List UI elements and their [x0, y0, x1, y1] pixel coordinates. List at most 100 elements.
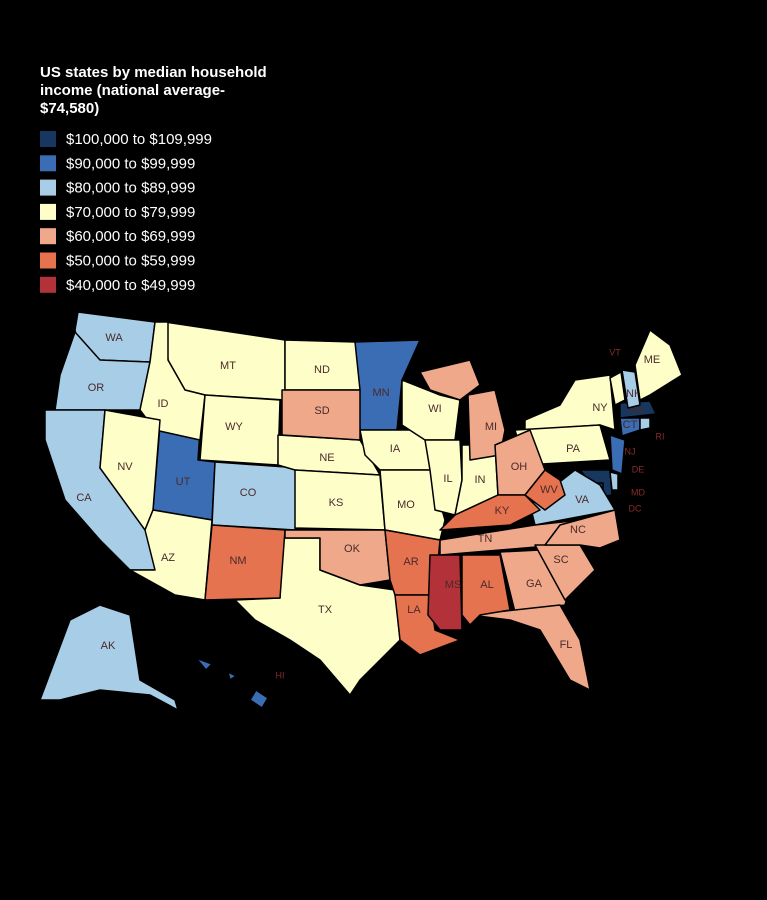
state-label: ID [158, 398, 169, 410]
state-label: TX [318, 604, 333, 616]
state-label: SD [314, 405, 329, 417]
state: NY [524, 374, 616, 431]
legend-label: $70,000 to $79,999 [66, 204, 195, 221]
state-label: PA [566, 443, 581, 455]
state-shape [39, 604, 179, 711]
legend-swatch [40, 131, 56, 147]
state-label: ME [644, 354, 661, 366]
state: ND [284, 339, 361, 391]
state: WV [524, 469, 566, 511]
state-shape [634, 329, 683, 401]
state-shape [529, 469, 616, 526]
state-shape [609, 371, 626, 406]
state-label: CO [240, 487, 257, 499]
state-label: MO [397, 499, 415, 511]
state: RI [639, 417, 665, 441]
state: MI [419, 359, 506, 461]
state-label: MN [372, 387, 389, 399]
legend-label: $90,000 to $99,999 [66, 155, 195, 172]
state-shape [139, 321, 206, 441]
state: VT [609, 347, 626, 406]
state: NC [544, 509, 621, 549]
state: DE [609, 464, 645, 491]
state-label: CT [623, 419, 638, 431]
state-label: FL [560, 639, 573, 651]
state-label: RI [656, 431, 665, 441]
state-label: NE [319, 452, 334, 464]
state-label: AR [403, 556, 418, 568]
legend-label: $50,000 to $59,999 [66, 252, 195, 269]
state-label: NJ [625, 446, 636, 456]
state-label: WY [225, 421, 243, 433]
state-shape [609, 471, 619, 491]
legend-label: $60,000 to $69,999 [66, 228, 195, 245]
legend-swatch [40, 276, 56, 293]
state-shape [227, 671, 237, 681]
state-label: MD [631, 487, 645, 497]
legend-swatch [40, 179, 56, 196]
state-shape [609, 434, 626, 475]
state-label: MT [220, 360, 236, 372]
state-label: AK [101, 640, 116, 652]
state-shape [419, 359, 481, 401]
state-shape [281, 389, 361, 441]
state-label: IN [475, 474, 486, 486]
state-label: MI [485, 421, 497, 433]
state-shape [204, 524, 286, 601]
state-label: VT [609, 347, 621, 357]
state-label: WI [428, 403, 441, 415]
state-label: NV [117, 461, 133, 473]
state-shape [639, 417, 651, 431]
state: OH [494, 429, 546, 496]
state-shape [544, 509, 621, 549]
state-label: IL [443, 473, 452, 485]
state-label: TN [478, 533, 493, 545]
state-label: KY [495, 505, 510, 517]
state: HI [195, 657, 285, 709]
state-label: OR [88, 382, 105, 394]
state: AR [384, 529, 441, 596]
state-label: NY [592, 402, 608, 414]
state-label: OH [511, 461, 528, 473]
state: SD [281, 389, 361, 441]
state-shape [427, 554, 463, 631]
state-label: KS [329, 497, 344, 509]
state-label: ND [314, 364, 330, 376]
state-shape [524, 469, 566, 511]
state-label: HI [276, 670, 285, 680]
state: ID [139, 321, 206, 441]
legend-swatch [40, 203, 56, 220]
state-shape [195, 657, 213, 671]
state: NH [621, 369, 642, 409]
state-label: VA [575, 494, 590, 506]
state: WY [199, 394, 281, 466]
legend-label: $100,000 to $109,999 [66, 131, 212, 148]
state-label: NM [229, 555, 246, 567]
state-label: NC [570, 524, 586, 536]
legend-swatch [40, 155, 56, 172]
map-title: US states by median household income (na… [40, 64, 267, 117]
state: ME [634, 329, 683, 401]
state: AL [461, 554, 511, 626]
state-label: AL [480, 579, 493, 591]
state-label: SC [553, 554, 568, 566]
state: VA [529, 469, 616, 526]
state: CT [619, 417, 641, 437]
state-label: CA [76, 492, 92, 504]
state: NM [204, 524, 286, 601]
legend-swatch [40, 252, 56, 269]
state-shape [469, 604, 591, 691]
state-label: WV [540, 484, 558, 496]
state-label: WA [105, 332, 123, 344]
state-label: DE [632, 464, 645, 474]
state: MS [427, 554, 463, 631]
state-label: UT [176, 476, 191, 488]
legend-label: $80,000 to $89,999 [66, 180, 195, 197]
state: MN [354, 339, 421, 431]
state: KS [294, 469, 386, 531]
state-label: MS [445, 579, 462, 591]
state-label: LA [407, 604, 421, 616]
state: AK [39, 604, 179, 711]
state-label: IA [390, 443, 401, 455]
